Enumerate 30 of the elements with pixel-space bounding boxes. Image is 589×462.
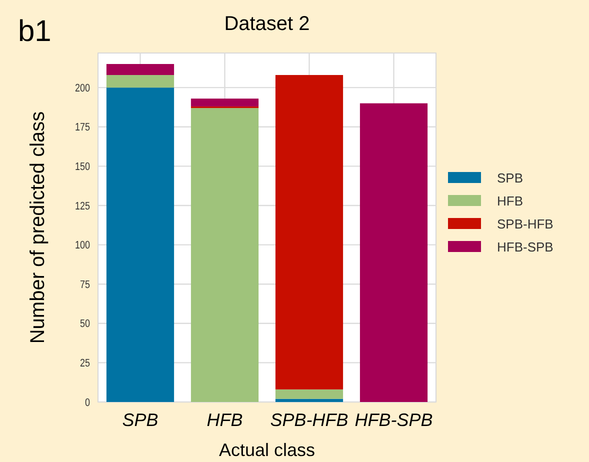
x-tick-label: SPB	[122, 410, 158, 430]
y-tick-label: 125	[74, 200, 90, 213]
legend-label: HFB	[497, 194, 523, 209]
y-tick-label: 50	[80, 318, 90, 331]
bar	[275, 398, 344, 402]
y-tick-label: 0	[84, 397, 90, 410]
bar	[360, 103, 428, 402]
text: b1	[18, 15, 52, 48]
legend-label: SPB-HFB	[497, 216, 554, 232]
x-tick-label: HFB	[206, 410, 243, 430]
legend-label: SPB	[497, 170, 524, 186]
bar	[190, 98, 259, 106]
y-tick-label: 175	[74, 122, 90, 134]
bar	[275, 389, 344, 399]
x-tick-label: SPB-HFB	[270, 410, 348, 430]
bar	[106, 64, 174, 76]
y-tick-label: 25	[80, 358, 90, 370]
bar	[106, 88, 174, 402]
x-tick-label: HFB-SPB	[354, 410, 433, 430]
bar	[275, 75, 344, 390]
y-axis-title: Number of predicted class	[27, 111, 49, 344]
y-tick-label: 100	[74, 240, 90, 252]
y-tick-label: 75	[80, 279, 90, 292]
chart-title: Dataset 2	[224, 13, 310, 35]
y-tick-label: 200	[74, 82, 90, 95]
x-axis-title: Actual class	[218, 440, 316, 460]
legend-label: HFB-SPB	[497, 240, 554, 255]
bar	[106, 75, 174, 88]
bar	[190, 108, 259, 402]
y-tick-label: 150	[74, 161, 90, 174]
